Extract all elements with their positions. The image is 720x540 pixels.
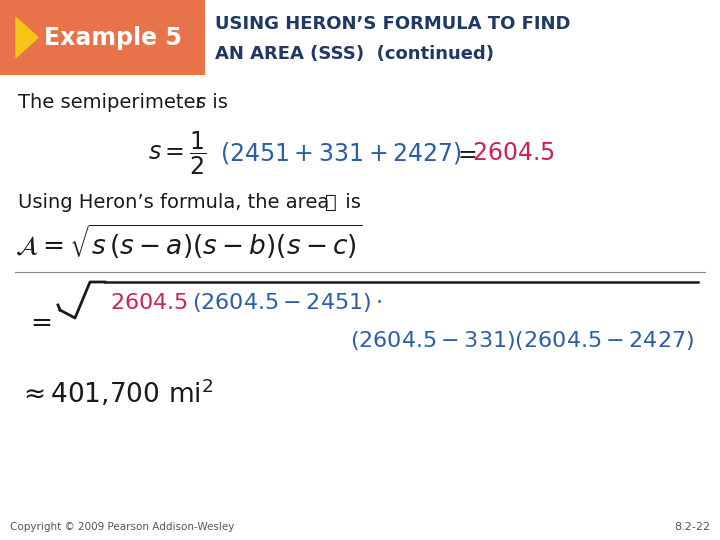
Bar: [0, 0, 720, 75]
Text: $=$: $=$: [25, 309, 51, 334]
Text: AN AREA (SSS)  (continued): AN AREA (SSS) (continued): [215, 45, 494, 63]
Text: $\mathcal{A} = \sqrt{s\,(s-a)(s-b)(s-c)}$: $\mathcal{A} = \sqrt{s\,(s-a)(s-b)(s-c)}…: [15, 222, 362, 261]
Text: $s = \dfrac{1}{2}$: $s = \dfrac{1}{2}$: [148, 129, 207, 177]
Text: is: is: [339, 192, 361, 212]
Text: $(2604.5 - 331)(2604.5 - 2427)$: $(2604.5 - 331)(2604.5 - 2427)$: [350, 328, 694, 352]
Text: $2604.5$: $2604.5$: [472, 141, 554, 165]
Bar: [0, 0, 205, 75]
Text: is: is: [206, 92, 228, 111]
Text: USING HERON’S FORMULA TO FIND: USING HERON’S FORMULA TO FIND: [215, 15, 570, 33]
Text: $2604.5$: $2604.5$: [110, 293, 188, 313]
Text: The semiperimeter: The semiperimeter: [18, 92, 210, 111]
Text: $(2604.5 - 2451)\cdot$: $(2604.5 - 2451)\cdot$: [192, 292, 382, 314]
Text: $(2451 + 331 + 2427)$: $(2451 + 331 + 2427)$: [220, 140, 462, 166]
Text: 𝒜: 𝒜: [325, 192, 337, 212]
Text: s: s: [196, 92, 206, 111]
Text: $\approx 401{,}700\ \mathrm{mi}^2$: $\approx 401{,}700\ \mathrm{mi}^2$: [18, 376, 213, 408]
Bar: [205, 0, 720, 75]
Text: 8.2-22: 8.2-22: [674, 522, 710, 532]
Text: Example 5: Example 5: [44, 25, 182, 50]
Text: Copyright © 2009 Pearson Addison-Wesley: Copyright © 2009 Pearson Addison-Wesley: [10, 522, 235, 532]
Text: Using Heron’s formula, the area: Using Heron’s formula, the area: [18, 192, 336, 212]
Text: $=$: $=$: [453, 141, 477, 165]
Polygon shape: [16, 17, 38, 57]
